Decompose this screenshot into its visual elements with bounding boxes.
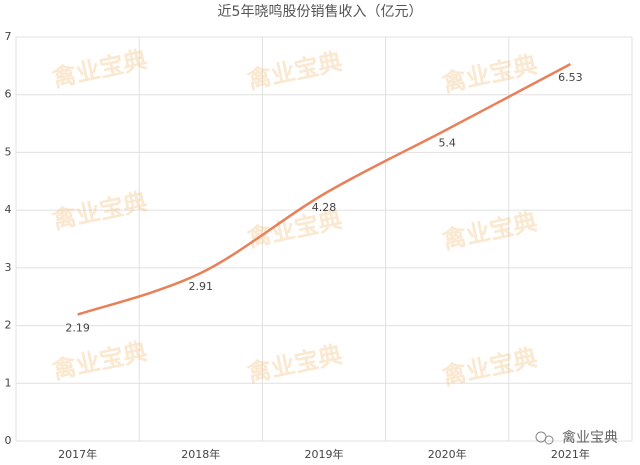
data-label: 5.4 xyxy=(438,136,456,149)
x-tick-label: 2020年 xyxy=(428,447,467,461)
logo-text: 禽业宝典 xyxy=(562,429,618,446)
y-tick-label: 2 xyxy=(5,319,12,332)
watermark: 禽业宝典 xyxy=(49,187,150,235)
data-label: 6.53 xyxy=(558,71,583,84)
watermark: 禽业宝典 xyxy=(244,47,345,95)
data-label: 2.91 xyxy=(189,280,214,293)
x-tick-label: 2019年 xyxy=(305,447,344,461)
watermark: 禽业宝典 xyxy=(439,50,540,98)
y-tick-label: 6 xyxy=(5,88,12,101)
x-tick-label: 2021年 xyxy=(551,447,590,461)
y-tick-label: 3 xyxy=(5,261,12,274)
x-tick-label: 2018年 xyxy=(181,447,220,461)
y-tick-label: 4 xyxy=(5,203,12,216)
line xyxy=(77,63,571,316)
data-label: 2.19 xyxy=(65,322,90,335)
watermark: 禽业宝典 xyxy=(439,207,540,255)
watermark: 禽业宝典 xyxy=(49,45,150,93)
x-tick-label: 2017年 xyxy=(58,447,97,461)
y-tick-label: 7 xyxy=(5,30,12,43)
logo-icon xyxy=(544,435,554,445)
watermark: 禽业宝典 xyxy=(49,337,150,385)
data-label: 4.28 xyxy=(312,201,337,214)
watermark: 禽业宝典 xyxy=(244,340,345,388)
y-tick-label: 0 xyxy=(5,434,12,447)
chart-title: 近5年晓鸣股份销售收入（亿元） xyxy=(218,3,423,20)
y-tick-label: 5 xyxy=(5,145,12,158)
y-tick-label: 1 xyxy=(5,376,12,389)
